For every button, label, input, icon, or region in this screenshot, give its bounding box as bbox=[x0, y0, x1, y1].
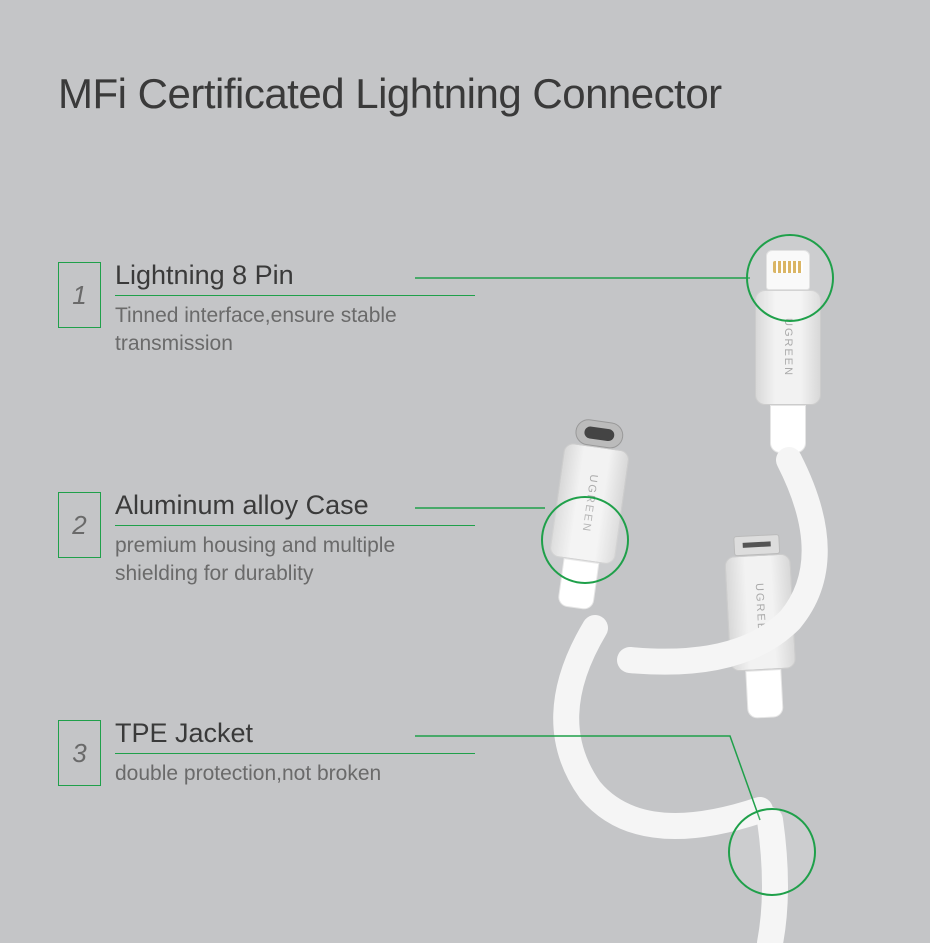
feature-desc-3: double protection,not broken bbox=[115, 760, 475, 788]
feature-1: 1 Lightning 8 Pin Tinned interface,ensure … bbox=[58, 262, 475, 359]
main-title: MFi Certificated Lightning Connector bbox=[58, 70, 722, 118]
callout-circle-2 bbox=[541, 496, 629, 584]
feature-desc-2: premium housing and multiple shielding f… bbox=[115, 532, 475, 589]
feature-3: 3 TPE Jacket double protection,not broken bbox=[58, 720, 475, 788]
cable-paths bbox=[0, 0, 930, 943]
callout-circle-3 bbox=[728, 808, 816, 896]
feature-title-3: TPE Jacket bbox=[115, 720, 475, 754]
feature-title-2: Aluminum alloy Case bbox=[115, 492, 475, 526]
feature-number-3: 3 bbox=[58, 720, 101, 786]
callout-circle-1 bbox=[746, 234, 834, 322]
feature-title-1: Lightning 8 Pin bbox=[115, 262, 475, 296]
feature-number-2: 2 bbox=[58, 492, 101, 558]
feature-number-1: 1 bbox=[58, 262, 101, 328]
feature-desc-1: Tinned interface,ensure stable transmiss… bbox=[115, 302, 475, 359]
feature-2: 2 Aluminum alloy Case premium housing and … bbox=[58, 492, 475, 589]
